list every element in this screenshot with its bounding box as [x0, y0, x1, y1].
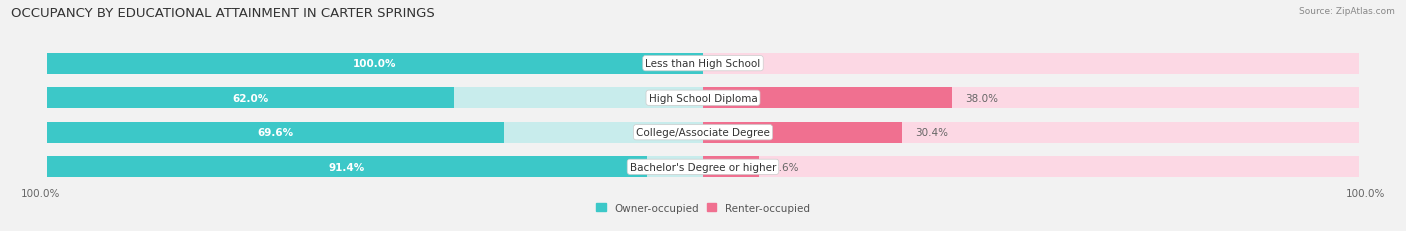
Bar [46, 88, 703, 109]
Bar [46, 53, 703, 75]
Bar [46, 156, 1360, 178]
Text: Bachelor's Degree or higher: Bachelor's Degree or higher [630, 162, 776, 172]
Text: 30.4%: 30.4% [915, 128, 949, 138]
Bar [46, 122, 703, 143]
Text: 69.6%: 69.6% [257, 128, 294, 138]
Bar [703, 88, 1360, 109]
Text: 91.4%: 91.4% [329, 162, 364, 172]
Text: 100.0%: 100.0% [1346, 188, 1385, 198]
Text: Less than High School: Less than High School [645, 59, 761, 69]
Bar [46, 88, 1360, 109]
Bar [46, 122, 1360, 143]
Bar [46, 156, 647, 178]
Bar [703, 156, 759, 178]
Bar [46, 156, 703, 178]
Text: Source: ZipAtlas.com: Source: ZipAtlas.com [1299, 7, 1395, 16]
Bar [703, 122, 1360, 143]
Text: 62.0%: 62.0% [232, 93, 269, 103]
Bar [703, 156, 1360, 178]
Bar [46, 122, 503, 143]
Text: High School Diploma: High School Diploma [648, 93, 758, 103]
Text: OCCUPANCY BY EDUCATIONAL ATTAINMENT IN CARTER SPRINGS: OCCUPANCY BY EDUCATIONAL ATTAINMENT IN C… [11, 7, 434, 20]
Bar [46, 53, 703, 75]
Text: 0.0%: 0.0% [716, 59, 742, 69]
Text: 8.6%: 8.6% [772, 162, 799, 172]
Legend: Owner-occupied, Renter-occupied: Owner-occupied, Renter-occupied [592, 198, 814, 217]
Text: 100.0%: 100.0% [353, 59, 396, 69]
Bar [703, 88, 952, 109]
Bar [46, 88, 454, 109]
Text: College/Associate Degree: College/Associate Degree [636, 128, 770, 138]
Text: 100.0%: 100.0% [21, 188, 60, 198]
Bar [703, 53, 1360, 75]
Bar [46, 53, 1360, 75]
Bar [703, 122, 903, 143]
Text: 38.0%: 38.0% [966, 93, 998, 103]
